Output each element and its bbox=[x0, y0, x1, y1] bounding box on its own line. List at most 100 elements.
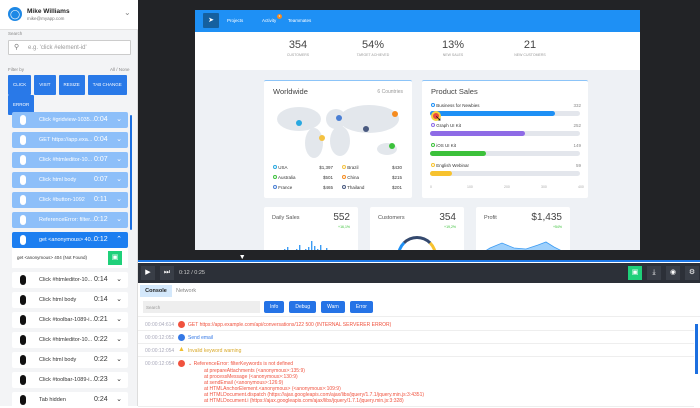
log-row[interactable]: 00:00:12:054 ⌄ ReferenceError: filterKeyw… bbox=[138, 357, 694, 407]
chevron-down-icon[interactable]: ⌄ bbox=[116, 376, 122, 383]
chevron-down-icon[interactable]: ⌄ bbox=[124, 8, 131, 17]
filter-button-tab-change[interactable]: TAB CHANGE bbox=[87, 75, 127, 95]
event-time: 0:14 bbox=[94, 276, 108, 283]
product-dot-icon bbox=[431, 143, 435, 147]
chevron-down-icon[interactable]: ⌄ bbox=[116, 356, 122, 363]
product-dot-icon bbox=[431, 103, 435, 107]
axis-tick: 200 bbox=[504, 185, 510, 189]
customers-card: Customers 354 +19,2% bbox=[370, 207, 464, 250]
daily-sales-card: Daily Sales 552 +16,1% bbox=[264, 207, 358, 250]
event-item[interactable]: GET https://app.exa... 0:04 ⌄ bbox=[12, 132, 128, 148]
event-item[interactable]: Click #toolbar-1089-i... 0:21 ⌄ bbox=[12, 312, 128, 328]
customers-donut bbox=[397, 236, 437, 250]
settings-gear-icon[interactable]: ⚙ bbox=[685, 266, 699, 280]
mouse-icon bbox=[20, 375, 26, 385]
nav-activity[interactable]: Activity bbox=[262, 18, 277, 23]
tab-network[interactable]: Network bbox=[176, 288, 197, 294]
tab-console[interactable]: Console bbox=[140, 285, 172, 297]
screenshot-icon[interactable]: ▣ bbox=[108, 251, 122, 265]
log-row[interactable]: 00:00:04:614 GET https://app.example.com/… bbox=[138, 318, 694, 331]
search-input[interactable]: ⚲ e.g. 'click #element-id' bbox=[8, 40, 131, 55]
event-item[interactable]: get <anonymous> 40... 0:12 ⌃ bbox=[12, 232, 128, 248]
event-item[interactable]: Click html body 0:07 ⌄ bbox=[12, 172, 128, 188]
stat-target: 54% TARGET ACHIEVED bbox=[356, 39, 390, 57]
event-item[interactable]: Click html body 0:14 ⌄ bbox=[12, 292, 128, 308]
chevron-down-icon[interactable]: ⌄ bbox=[116, 396, 122, 403]
screenshot-icon[interactable]: ▣ bbox=[628, 266, 642, 280]
event-item[interactable]: ReferenceError: filter... 0:12 ⌄ bbox=[12, 212, 128, 228]
step-forward-icon[interactable]: ⏭ bbox=[160, 266, 174, 280]
warn-filter-button[interactable]: Warn bbox=[321, 301, 345, 313]
log-message: GET https://app.example.com/api/conversa… bbox=[188, 322, 391, 328]
country-value: $430 bbox=[391, 165, 402, 170]
filter-button-visit[interactable]: VISIT bbox=[34, 75, 56, 95]
event-item[interactable]: Click html body 0:22 ⌄ bbox=[12, 352, 128, 368]
country-dot-icon bbox=[273, 175, 277, 179]
event-item[interactable]: Click #htmleditor-10... 0:14 ⌄ bbox=[12, 272, 128, 288]
chevron-down-icon[interactable]: ⌄ bbox=[116, 156, 122, 163]
play-icon[interactable]: ▶ bbox=[141, 266, 155, 280]
nav-projects[interactable]: Projects bbox=[227, 18, 244, 23]
error-icon bbox=[178, 321, 185, 328]
cursor-icon: ➘ bbox=[435, 114, 442, 123]
console-scrollbar[interactable] bbox=[695, 324, 698, 374]
event-item[interactable]: Click #gridview-1035... 0:04 ⌄ bbox=[12, 112, 128, 128]
filter-all-none-link[interactable]: All / None bbox=[110, 67, 130, 72]
chevron-up-icon[interactable]: ⌃ bbox=[116, 236, 122, 243]
event-label: Click #htmleditor-10... bbox=[39, 337, 93, 343]
alert-icon bbox=[20, 215, 26, 225]
chevron-down-icon[interactable]: ⌄ bbox=[116, 196, 122, 203]
log-row[interactable]: 00:00:12:052 Send email bbox=[138, 331, 694, 344]
stat-customers: 354 CUSTOMERS bbox=[286, 39, 310, 57]
filter-button-click[interactable]: CLICK bbox=[8, 75, 32, 95]
info-filter-button[interactable]: Info bbox=[264, 301, 285, 313]
event-item[interactable]: Tab hidden 0:24 ⌄ bbox=[12, 392, 128, 408]
event-label: Tab hidden bbox=[39, 397, 66, 403]
stack-line: at HTMLDocument.i (https://ajax.googleap… bbox=[204, 398, 404, 404]
timeline-track[interactable] bbox=[138, 260, 700, 262]
sidebar-scrollbar[interactable] bbox=[130, 115, 132, 230]
debug-filter-button[interactable]: Debug bbox=[289, 301, 317, 313]
event-item[interactable]: Click #htmleditor-10... 0:07 ⌄ bbox=[12, 152, 128, 168]
log-row[interactable]: 00:00:12:054 ▲ Invalid keyword warning bbox=[138, 344, 694, 357]
user-avatar-icon: ◯ bbox=[8, 7, 22, 21]
download-icon[interactable]: ⤓ bbox=[647, 266, 661, 280]
filter-button-resize[interactable]: RESIZE bbox=[58, 75, 85, 95]
error-filter-button[interactable]: Error bbox=[349, 301, 373, 313]
chevron-down-icon[interactable]: ⌄ bbox=[116, 216, 122, 223]
chevron-down-icon[interactable]: ⌄ bbox=[116, 276, 122, 283]
filter-button-error[interactable]: ERROR bbox=[8, 95, 35, 115]
nav-teammates[interactable]: Teammates bbox=[288, 18, 312, 23]
chevron-down-icon[interactable]: ⌄ bbox=[116, 136, 122, 143]
event-time: 0:11 bbox=[94, 196, 108, 203]
event-item[interactable]: Click #htmleditor-10... 0:22 ⌄ bbox=[12, 332, 128, 348]
chevron-down-icon[interactable]: ⌄ bbox=[116, 316, 122, 323]
filter-label: Filter by bbox=[8, 67, 25, 72]
event-label: Click #toolbar-1089-i... bbox=[39, 377, 95, 383]
event-label: Click #htmleditor-10... bbox=[39, 157, 93, 163]
timeline-scrubber[interactable]: ▼ bbox=[238, 254, 246, 261]
console-search-input[interactable]: Search bbox=[143, 301, 260, 313]
country-name: Australia bbox=[278, 175, 296, 180]
user-menu[interactable]: ◯ Mike Williams mike@myapp.com ⌄ bbox=[0, 0, 138, 30]
event-time: 0:12 bbox=[94, 236, 108, 243]
chevron-down-icon[interactable]: ⌄ bbox=[116, 296, 122, 303]
log-text: GET https://app.example.com/api/conversa… bbox=[188, 322, 392, 328]
event-item[interactable]: Click #toolbar-1089-i... 0:23 ⌄ bbox=[12, 372, 128, 388]
event-item[interactable]: Click #button-1092 0:11 ⌄ bbox=[12, 192, 128, 208]
product-row: English Webinar 59 bbox=[431, 163, 581, 168]
stat-new-customers: 21 NEW CUSTOMERS bbox=[514, 39, 546, 57]
profit-area-chart bbox=[486, 241, 561, 250]
worldwide-subtitle: 6 Countries bbox=[377, 89, 403, 95]
event-label: Click #button-1092 bbox=[39, 197, 85, 203]
product-row: iOS UI Kit 149 bbox=[431, 143, 581, 148]
mouse-icon bbox=[20, 315, 26, 325]
chevron-down-icon[interactable]: ⌄ bbox=[116, 176, 122, 183]
event-time: 0:04 bbox=[94, 116, 108, 123]
chevron-down-icon[interactable]: ⌄ bbox=[116, 336, 122, 343]
chevron-down-icon[interactable]: ⌄ bbox=[116, 116, 122, 123]
eye-icon[interactable]: ◉ bbox=[666, 266, 680, 280]
event-detail-text: get <anonymous> 404 (Not Found) bbox=[17, 255, 88, 260]
event-label: get <anonymous> 40... bbox=[39, 237, 96, 243]
warning-icon: ▲ bbox=[178, 346, 185, 353]
